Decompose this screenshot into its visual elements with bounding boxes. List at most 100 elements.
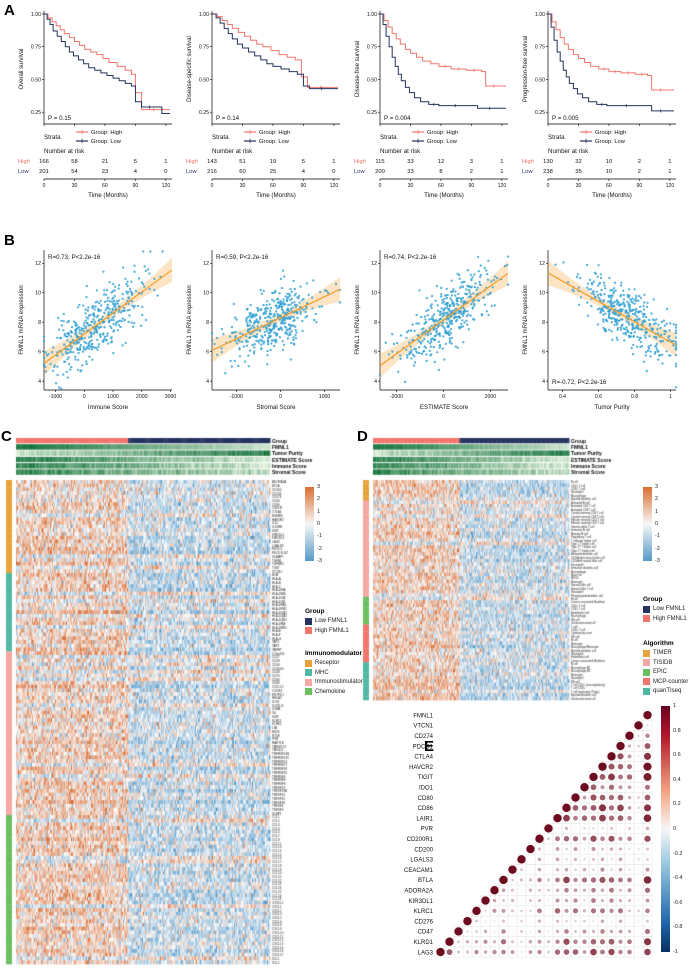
svg-text:2: 2	[470, 169, 473, 175]
svg-text:2000: 2000	[485, 394, 497, 400]
svg-text:6: 6	[38, 349, 41, 355]
svg-text:58: 58	[71, 159, 77, 165]
svg-text:-1000: -1000	[230, 394, 243, 400]
svg-text:P = 0.14: P = 0.14	[216, 115, 240, 122]
svg-text:4: 4	[134, 169, 138, 175]
svg-text:4: 4	[302, 169, 306, 175]
svg-text:3: 3	[470, 159, 473, 165]
svg-text:120: 120	[498, 183, 507, 189]
colorbar-tick-label: -0.2	[673, 850, 683, 857]
colorbar-gradient	[661, 706, 670, 952]
svg-text:High: High	[522, 159, 534, 165]
svg-text:6: 6	[206, 349, 209, 355]
svg-text:201: 201	[39, 169, 49, 175]
legend-swatch	[643, 615, 650, 622]
svg-text:ADORA2A: ADORA2A	[404, 889, 433, 895]
scatter-immune-score: 4 6 8 10 12 -1000 0 1000 2000 3000 FMNL1 mRNA expr…	[14, 244, 178, 425]
legend-item: TIMER	[643, 649, 688, 657]
svg-text:1.00: 1.00	[367, 12, 377, 18]
legend-label: quanTIseq	[653, 688, 682, 694]
legend-item: High FMNL1	[305, 627, 349, 634]
legend-swatch	[305, 669, 312, 676]
svg-text:CD86: CD86	[418, 806, 434, 812]
svg-text:51: 51	[239, 159, 245, 165]
svg-text:90: 90	[133, 183, 139, 189]
svg-text:R=0.59, P<2.2e-16: R=0.59, P<2.2e-16	[216, 254, 269, 261]
svg-text:Disease-specific survival: Disease-specific survival	[187, 36, 193, 102]
svg-text:60: 60	[606, 183, 612, 189]
legend-item: Receptor	[305, 659, 363, 667]
svg-text:90: 90	[301, 183, 307, 189]
svg-text:10: 10	[35, 291, 41, 297]
svg-text:Number at risk: Number at risk	[44, 148, 85, 155]
legend-swatch	[643, 687, 650, 695]
svg-text:Tumor Purity: Tumor Purity	[594, 404, 630, 411]
svg-text:Immune Score: Immune Score	[88, 404, 129, 411]
svg-text:Group: Low: Group: Low	[91, 139, 122, 145]
svg-text:1000: 1000	[319, 394, 331, 400]
svg-text:LGALS3: LGALS3	[410, 858, 433, 864]
svg-text:Group: High: Group: High	[91, 130, 122, 136]
svg-text:115: 115	[375, 159, 384, 165]
legend-item: Chemokine	[305, 688, 363, 695]
colorbar-tick-label: 0	[317, 521, 321, 527]
svg-text:-1000: -1000	[49, 394, 62, 400]
legend-label: Low FMNL1	[653, 606, 686, 612]
svg-text:KIR3DL1: KIR3DL1	[409, 899, 434, 905]
svg-text:216: 216	[207, 169, 217, 175]
svg-text:0.75: 0.75	[31, 45, 41, 51]
heatmap-c-immunomodulator-legend: Immunomodulator Receptor MHC Immunostimulat…	[305, 650, 363, 695]
svg-text:12: 12	[539, 261, 545, 267]
legend-label: Immunostimulator	[315, 679, 363, 685]
svg-text:10: 10	[539, 291, 545, 297]
svg-text:5: 5	[302, 159, 305, 165]
svg-text:33: 33	[407, 159, 413, 165]
colorbar-tick-label: -1	[673, 949, 678, 955]
svg-text:4: 4	[542, 379, 545, 385]
svg-text:IDO1: IDO1	[419, 786, 434, 792]
svg-text:21: 21	[102, 159, 108, 165]
svg-text:120: 120	[666, 183, 675, 189]
heatmap-c-group-legend: Group Low FMNL1 High FMNL1	[305, 608, 349, 634]
svg-text:90: 90	[637, 183, 643, 189]
svg-text:90: 90	[469, 183, 475, 189]
svg-text:1: 1	[500, 169, 503, 175]
svg-text:10: 10	[606, 159, 612, 165]
svg-text:200: 200	[375, 169, 385, 175]
svg-text:0.25: 0.25	[199, 110, 209, 116]
legend-swatch	[305, 678, 312, 686]
colorbar-gradient	[305, 487, 314, 561]
svg-text:1.00: 1.00	[535, 12, 545, 18]
colorbar-tick-label: 2	[317, 496, 321, 503]
svg-text:60: 60	[102, 183, 108, 189]
svg-text:166: 166	[39, 159, 49, 165]
svg-text:FMNL1 mRNA expression: FMNL1 mRNA expression	[523, 285, 529, 354]
legend-title: Group	[643, 596, 663, 603]
svg-text:Group: High: Group: High	[595, 130, 626, 136]
colorbar-tick-label: -2	[655, 545, 660, 552]
svg-text:6: 6	[374, 349, 377, 355]
svg-text:Group: Low: Group: Low	[427, 139, 458, 145]
scatter-estimate-score: 4 6 8 10 12 -2000 0 2000 FMNL1 mRNA expression ES…	[350, 244, 514, 425]
svg-text:0.8: 0.8	[631, 394, 638, 400]
colorbar-tick-label: 1	[673, 703, 677, 709]
km-plot-progression-free-survival: 0.25 0.50 0.75 1.00 Progression-free surviva…	[518, 6, 682, 211]
svg-text:60: 60	[270, 183, 276, 189]
colorbar-tick-label: -3	[317, 558, 322, 564]
panel-a-survival-curves: 0.25 0.50 0.75 1.00 Overall survival P = 0.15…	[0, 0, 690, 230]
svg-text:2000: 2000	[136, 394, 148, 400]
legend-label: Chemokine	[315, 688, 346, 695]
legend-item: MCP-counter	[643, 678, 688, 685]
legend-label: Receptor	[315, 660, 340, 666]
svg-text:KLRC1: KLRC1	[414, 909, 434, 915]
svg-text:12: 12	[371, 261, 377, 267]
svg-text:8: 8	[542, 320, 545, 326]
svg-text:130: 130	[543, 159, 553, 165]
legend-title: Group	[305, 608, 325, 615]
svg-text:5: 5	[134, 159, 137, 165]
svg-text:2: 2	[638, 159, 641, 165]
colorbar-tick-label: 1	[655, 508, 659, 515]
colorbar-gradient	[643, 487, 652, 561]
legend-swatch	[643, 605, 650, 613]
svg-text:0.6: 0.6	[595, 394, 602, 400]
